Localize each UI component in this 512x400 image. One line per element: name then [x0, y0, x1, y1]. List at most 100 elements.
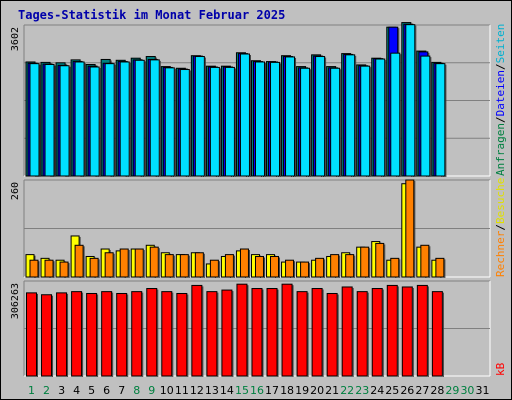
bar-rechner — [179, 254, 189, 278]
bar-rechner — [435, 257, 445, 278]
bar-rechner — [345, 254, 355, 278]
bar-kb — [416, 284, 428, 377]
bar-kb — [161, 291, 173, 377]
bar-rechner — [254, 255, 264, 278]
bar-kb — [386, 284, 398, 377]
bar-rechner — [239, 248, 249, 278]
y-max-label: 3602 — [10, 27, 21, 51]
bar-rechner — [59, 261, 69, 278]
x-tick-label: 19 — [295, 384, 309, 397]
legend-top: Anfragen/Dateien/Seiten — [494, 24, 507, 176]
bar-rechner — [29, 259, 39, 278]
bar-rechner — [134, 248, 144, 278]
bar-seiten — [254, 61, 265, 177]
bar-kb — [41, 294, 53, 377]
bar-rechner — [224, 254, 234, 278]
bar-rechner — [209, 259, 219, 278]
bar-seiten — [59, 65, 70, 177]
bar-kb — [266, 288, 278, 377]
bar-seiten — [149, 59, 160, 177]
x-tick-label: 28 — [430, 384, 444, 397]
legend-bottom: kB — [494, 362, 507, 376]
bar-seiten — [209, 66, 220, 177]
chart-title: Tages-Statistik im Monat Februar 2025 — [18, 8, 286, 22]
bar-kb — [401, 286, 413, 377]
x-tick-label: 26 — [400, 384, 414, 397]
x-tick-label: 4 — [73, 384, 80, 397]
bar-rechner — [315, 257, 325, 278]
bar-kb — [146, 288, 158, 377]
bar-kb — [56, 292, 68, 377]
x-tick-label: 15 — [235, 384, 249, 397]
bar-kb — [296, 291, 308, 377]
x-tick-label: 29 — [445, 384, 459, 397]
bar-kb — [431, 291, 443, 377]
x-tick-label: 7 — [118, 384, 125, 397]
x-tick-label: 13 — [205, 384, 219, 397]
bar-rechner — [270, 255, 280, 278]
bar-rechner — [375, 242, 385, 278]
bar-rechner — [420, 244, 430, 278]
x-tick-label: 23 — [355, 384, 369, 397]
x-tick-label: 25 — [385, 384, 399, 397]
bar-seiten — [194, 56, 205, 177]
x-tick-label: 9 — [148, 384, 155, 397]
bar-seiten — [345, 54, 356, 177]
bar-seiten — [224, 66, 235, 177]
x-tick-label: 11 — [175, 384, 189, 397]
x-tick-label: 6 — [103, 384, 110, 397]
bar-kb — [191, 284, 203, 377]
x-tick-label: 14 — [220, 384, 234, 397]
x-tick-label: 1 — [28, 384, 35, 397]
x-tick-label: 22 — [340, 384, 354, 397]
bar-rechner — [74, 244, 84, 278]
bar-kb — [176, 292, 188, 377]
bar-seiten — [134, 59, 145, 177]
bar-kb — [101, 291, 113, 377]
bar-kb — [371, 288, 383, 377]
bar-seiten — [74, 61, 85, 177]
x-tick-label: 16 — [250, 384, 264, 397]
y-max-label: 260 — [10, 182, 21, 200]
bar-seiten — [375, 58, 386, 177]
bar-seiten — [360, 65, 371, 177]
bar-rechner — [330, 254, 340, 278]
bar-seiten — [89, 66, 100, 177]
bar-seiten — [435, 63, 446, 177]
bar-kb — [236, 283, 248, 377]
bar-seiten — [270, 61, 281, 177]
bar-rechner — [119, 248, 129, 278]
bar-kb — [356, 291, 368, 377]
bar-kb — [206, 291, 218, 377]
bar-seiten — [390, 52, 401, 177]
bar-rechner — [390, 257, 400, 278]
x-tick-label: 31 — [475, 384, 489, 397]
legend-mid: Rechner/Besuche — [494, 178, 507, 277]
bar-rechner — [149, 246, 159, 278]
bar-kb — [26, 292, 37, 377]
y-max-label: 306263 — [10, 283, 21, 319]
bar-rechner — [194, 252, 204, 278]
x-tick-label: 21 — [325, 384, 339, 397]
bar-rechner — [89, 257, 99, 278]
bar-seiten — [330, 67, 341, 177]
x-tick-label: 2 — [43, 384, 50, 397]
bar-seiten — [179, 69, 190, 177]
bar-kb — [281, 283, 293, 377]
bar-kb — [71, 291, 83, 377]
bar-rechner — [300, 261, 310, 278]
bar-seiten — [44, 63, 55, 177]
bar-kb — [131, 291, 143, 377]
x-tick-label: 24 — [370, 384, 384, 397]
x-tick-label: 18 — [280, 384, 294, 397]
bar-kb — [221, 289, 233, 377]
bar-seiten — [420, 55, 431, 177]
x-tick-label: 10 — [160, 384, 174, 397]
bar-kb — [326, 292, 338, 377]
bar-rechner — [285, 259, 295, 278]
bar-kb — [116, 292, 128, 377]
bar-seiten — [29, 63, 40, 177]
bar-rechner — [164, 254, 174, 278]
